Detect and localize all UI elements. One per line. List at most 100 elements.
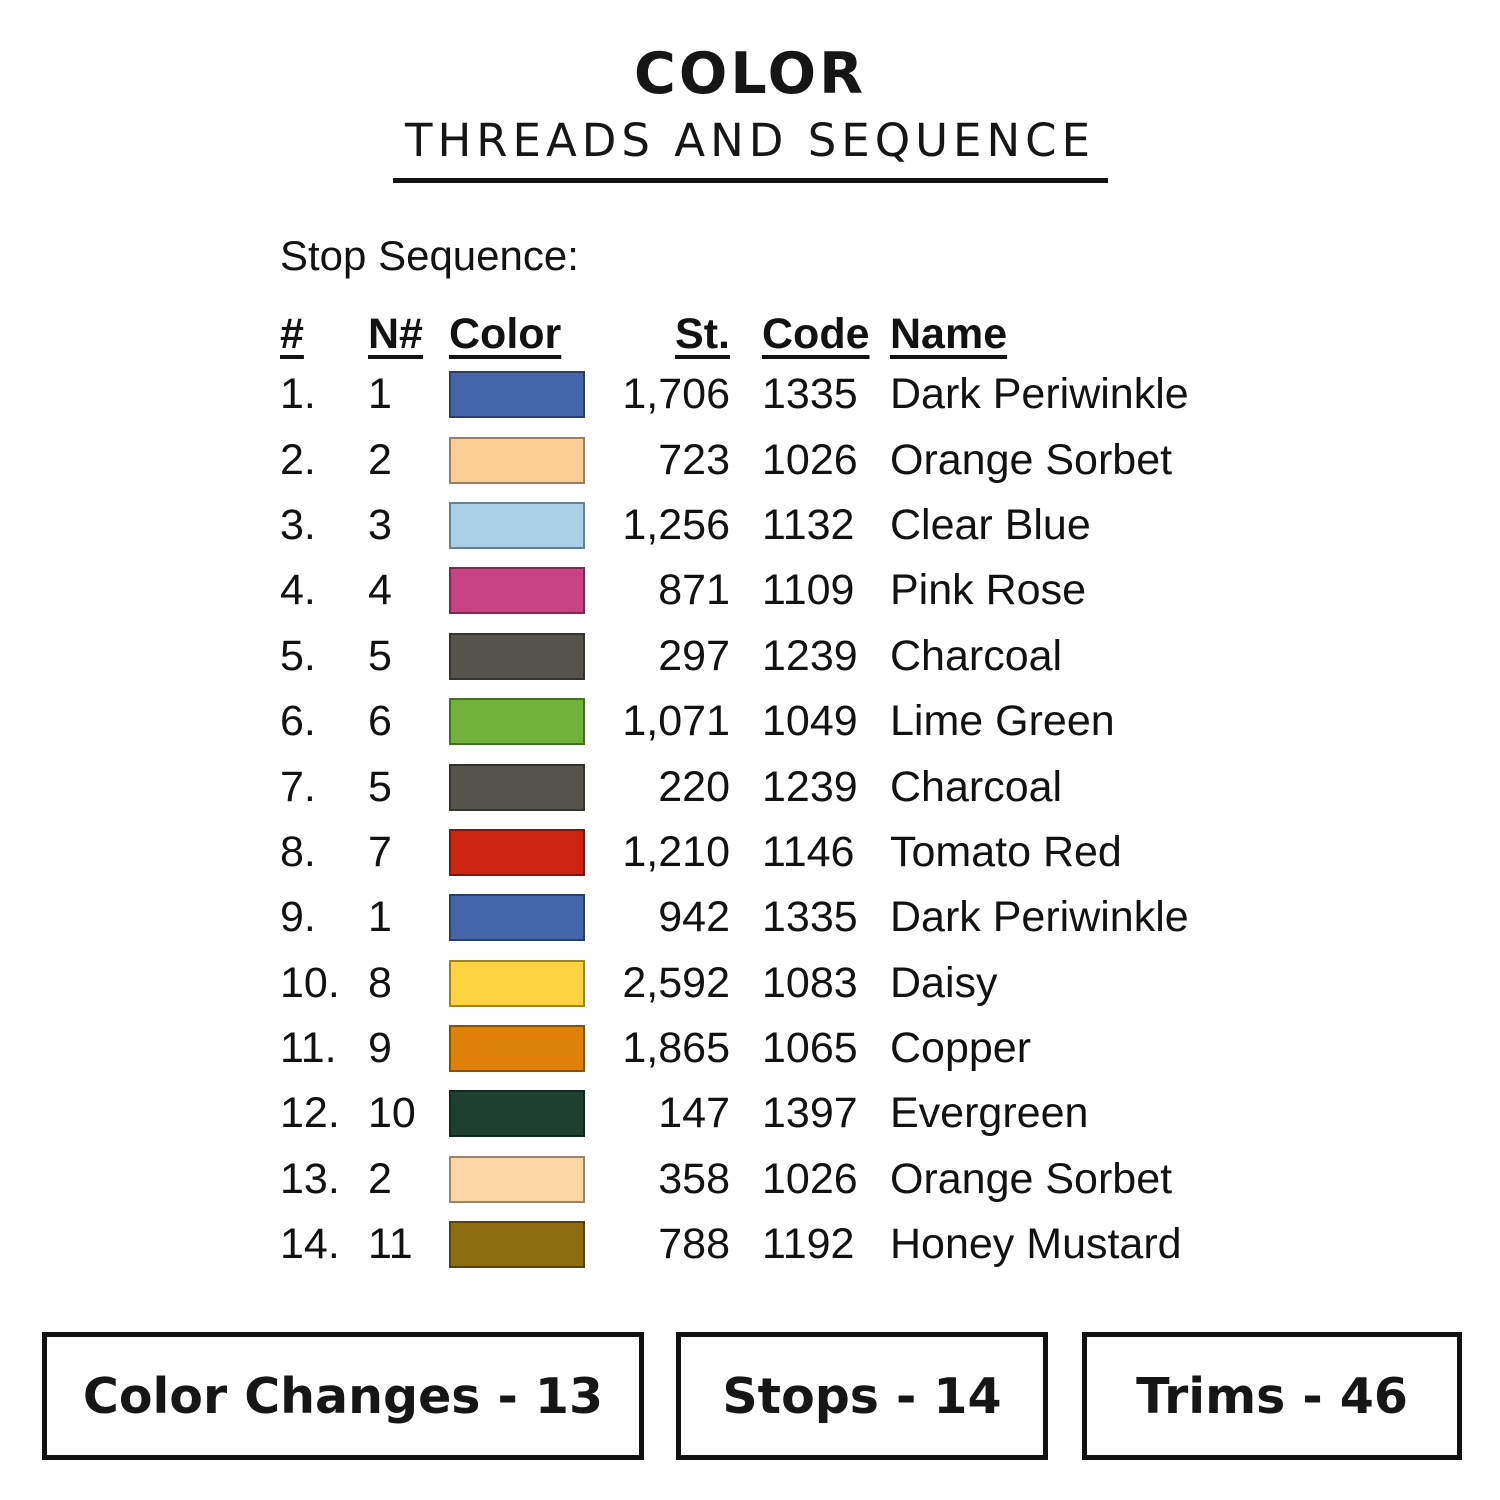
- color-swatch-cell: [449, 567, 585, 615]
- row-needle-number: 7: [368, 827, 392, 876]
- table-row: 9. 1 942 1335 Dark Periwinkle: [280, 885, 1240, 950]
- row-code: 1109: [762, 566, 855, 615]
- row-needle-number: 2: [368, 435, 392, 484]
- row-needle-number: 5: [368, 762, 392, 811]
- row-code: 1397: [762, 1089, 858, 1138]
- row-needle-number: 3: [368, 500, 392, 549]
- row-stitch-count: 942: [658, 893, 730, 942]
- row-name: Pink Rose: [890, 566, 1086, 615]
- color-swatch-cell: [449, 828, 585, 876]
- color-swatch-cell: [449, 1155, 585, 1203]
- column-header-color: Color: [449, 310, 562, 358]
- color-swatch-cell: [449, 436, 585, 484]
- color-swatch-cell: [449, 894, 585, 942]
- color-swatch: [449, 1025, 585, 1073]
- table-row: 2. 2 723 1026 Orange Sorbet: [280, 427, 1240, 492]
- row-code: 1335: [762, 370, 858, 419]
- row-needle-number: 9: [368, 1024, 392, 1073]
- table-row: 7. 5 220 1239 Charcoal: [280, 754, 1240, 819]
- row-name: Dark Periwinkle: [890, 893, 1189, 942]
- row-stitch-count: 147: [658, 1089, 730, 1138]
- row-number: 4.: [280, 566, 316, 615]
- row-code: 1049: [762, 697, 858, 746]
- row-needle-number: 1: [368, 370, 392, 419]
- row-name: Orange Sorbet: [890, 435, 1173, 484]
- stop-sequence-heading: Stop Sequence:: [280, 232, 579, 279]
- row-code: 1146: [762, 827, 855, 876]
- color-swatch: [449, 1155, 585, 1203]
- row-name: Orange Sorbet: [890, 1154, 1173, 1203]
- row-needle-number: 6: [368, 697, 392, 746]
- row-code: 1083: [762, 958, 858, 1007]
- row-stitch-count: 358: [658, 1154, 730, 1203]
- row-name: Daisy: [890, 958, 998, 1007]
- color-changes-box: Color Changes - 13: [42, 1332, 644, 1460]
- table-row: 10. 8 2,592 1083 Daisy: [280, 951, 1240, 1016]
- row-number: 14.: [280, 1220, 340, 1269]
- color-swatch-cell: [449, 763, 585, 811]
- table-row: 12. 10 147 1397 Evergreen: [280, 1081, 1240, 1146]
- stops-box: Stops - 14: [676, 1332, 1048, 1460]
- row-code: 1192: [762, 1220, 855, 1269]
- color-swatch: [449, 698, 585, 746]
- row-name: Honey Mustard: [890, 1220, 1182, 1269]
- row-number: 6.: [280, 697, 316, 746]
- row-needle-number: 8: [368, 958, 392, 1007]
- trims-box: Trims - 46: [1082, 1332, 1462, 1460]
- row-code: 1132: [762, 500, 855, 549]
- row-number: 10.: [280, 958, 340, 1007]
- row-number: 8.: [280, 827, 316, 876]
- table-header-row: # N# Color St. Code Name: [280, 298, 1240, 362]
- title-block: COLOR THREADS AND SEQUENCE: [0, 46, 1500, 183]
- table-row: 6. 6 1,071 1049 Lime Green: [280, 689, 1240, 754]
- row-number: 1.: [280, 370, 316, 419]
- row-code: 1239: [762, 631, 858, 680]
- stop-sequence-rows: 1. 1 1,706 1335 Dark Periwinkle 2. 2 723…: [280, 362, 1240, 1277]
- color-swatch: [449, 1090, 585, 1138]
- row-number: 7.: [280, 762, 316, 811]
- color-swatch: [449, 894, 585, 942]
- color-swatch-cell: [449, 1221, 585, 1269]
- stop-sequence-table: # N# Color St. Code Name 1. 1 1,706 1335…: [280, 298, 1240, 1277]
- row-name: Evergreen: [890, 1089, 1089, 1138]
- color-swatch: [449, 632, 585, 680]
- color-swatch: [449, 763, 585, 811]
- row-needle-number: 1: [368, 893, 392, 942]
- color-swatch-cell: [449, 959, 585, 1007]
- color-swatch-cell: [449, 501, 585, 549]
- row-name: Copper: [890, 1024, 1032, 1073]
- row-stitch-count: 1,865: [622, 1024, 730, 1073]
- table-row: 11. 9 1,865 1065 Copper: [280, 1016, 1240, 1081]
- row-stitch-count: 1,256: [622, 500, 730, 549]
- column-header-name: Name: [890, 310, 1008, 358]
- row-code: 1026: [762, 1154, 858, 1203]
- row-name: Charcoal: [890, 762, 1063, 811]
- color-swatch: [449, 1221, 585, 1269]
- page-subtitle: THREADS AND SEQUENCE: [404, 114, 1096, 167]
- table-row: 1. 1 1,706 1335 Dark Periwinkle: [280, 362, 1240, 427]
- column-header-code: Code: [762, 310, 870, 358]
- row-name: Charcoal: [890, 631, 1063, 680]
- table-row: 8. 7 1,210 1146 Tomato Red: [280, 820, 1240, 885]
- row-name: Dark Periwinkle: [890, 370, 1189, 419]
- row-stitch-count: 871: [658, 566, 730, 615]
- table-row: 14. 11 788 1192 Honey Mustard: [280, 1212, 1240, 1277]
- row-stitch-count: 1,210: [622, 827, 730, 876]
- row-needle-number: 11: [368, 1220, 413, 1269]
- color-swatch: [449, 959, 585, 1007]
- row-stitch-count: 1,706: [622, 370, 730, 419]
- table-row: 5. 5 297 1239 Charcoal: [280, 624, 1240, 689]
- color-swatch: [449, 567, 585, 615]
- table-row: 3. 3 1,256 1132 Clear Blue: [280, 493, 1240, 558]
- color-swatch: [449, 828, 585, 876]
- table-row: 4. 4 871 1109 Pink Rose: [280, 558, 1240, 623]
- row-number: 3.: [280, 500, 316, 549]
- title-underline: [392, 178, 1108, 183]
- column-header-needle: N#: [368, 310, 423, 358]
- row-needle-number: 2: [368, 1154, 392, 1203]
- row-code: 1026: [762, 435, 858, 484]
- column-header-stitches: St.: [675, 310, 730, 358]
- color-swatch-cell: [449, 1090, 585, 1138]
- color-swatch-cell: [449, 371, 585, 419]
- color-swatch: [449, 436, 585, 484]
